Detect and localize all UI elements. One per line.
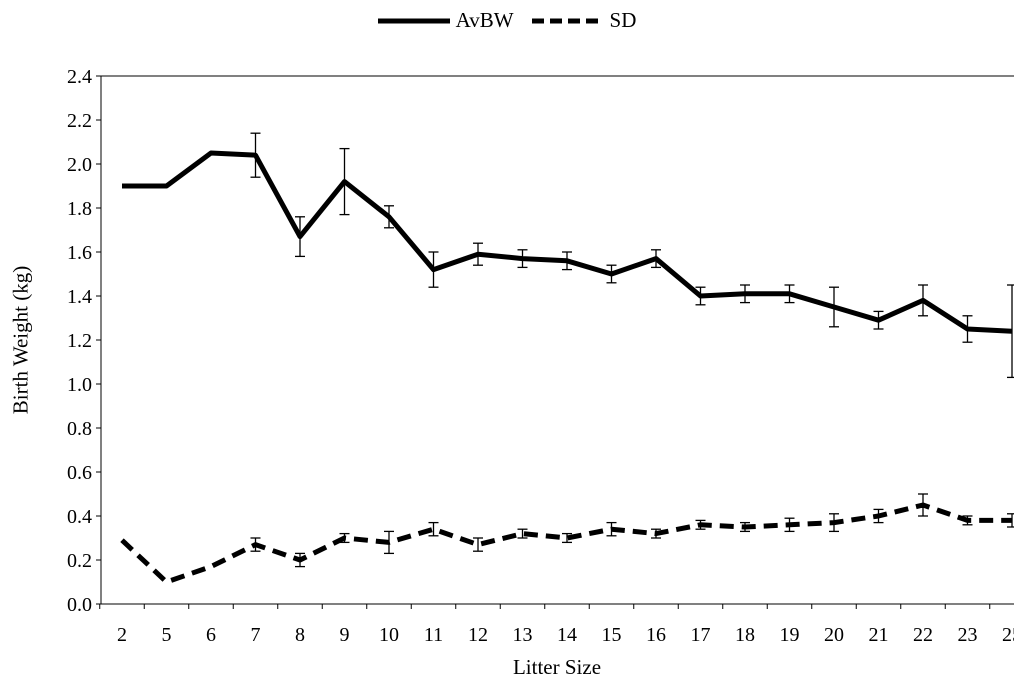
- y-tick-label: 0.2: [67, 550, 92, 572]
- x-tick-label: 19: [780, 624, 800, 646]
- y-axis-title: Birth Weight (kg): [8, 265, 33, 415]
- legend-item-avbw: AvBW: [377, 8, 514, 33]
- y-tick-label: 1.8: [67, 198, 92, 220]
- x-tick-label: 11: [424, 624, 443, 646]
- y-tick-label: 2.0: [67, 154, 92, 176]
- y-tick-label: 0.4: [67, 506, 92, 528]
- series-line-avbw: [122, 150, 1013, 334]
- legend: AvBW SD: [0, 8, 1014, 33]
- legend-swatch-avbw: [377, 18, 450, 23]
- legend-label-sd: SD: [609, 8, 637, 32]
- x-axis-title: Litter Size: [512, 655, 602, 679]
- x-tick-label: 25: [1002, 624, 1014, 646]
- x-tick-label: 21: [869, 624, 889, 646]
- x-tick-label: 10: [379, 624, 399, 646]
- x-tick-label: 20: [824, 624, 844, 646]
- y-tick-label: 0.8: [67, 418, 92, 440]
- legend-item-sd: SD: [531, 8, 637, 33]
- y-tick-label: 2.4: [67, 66, 92, 88]
- x-tick-label: 14: [557, 624, 577, 646]
- y-tick-label: 0.6: [67, 462, 92, 484]
- x-tick-label: 16: [646, 624, 666, 646]
- y-tick-label: 1.6: [67, 242, 92, 264]
- x-tick-label: 6: [206, 624, 216, 646]
- legend-label-avbw: AvBW: [455, 8, 514, 32]
- x-tick-label: 7: [251, 624, 261, 646]
- y-tick-label: 2.2: [67, 110, 92, 132]
- x-tick-label: 15: [602, 624, 622, 646]
- x-tick-label: 5: [162, 624, 172, 646]
- x-tick-label: 9: [340, 624, 350, 646]
- x-tick-label: 17: [691, 624, 711, 646]
- x-tick-label: 13: [513, 624, 533, 646]
- x-tick-label: 18: [735, 624, 755, 646]
- x-tick-label: 2: [117, 624, 127, 646]
- y-tick-label: 1.4: [67, 286, 92, 308]
- x-tick-label: 22: [913, 624, 933, 646]
- x-tick-label: 12: [468, 624, 488, 646]
- series-line-sd: [120, 502, 1012, 585]
- x-tick-label: 8: [295, 624, 305, 646]
- y-tick-label: 0.0: [67, 594, 92, 616]
- y-tick-label: 1.2: [67, 330, 92, 352]
- legend-swatch-sd: [531, 18, 604, 23]
- x-tick-label: 23: [958, 624, 978, 646]
- y-tick-label: 1.0: [67, 374, 92, 396]
